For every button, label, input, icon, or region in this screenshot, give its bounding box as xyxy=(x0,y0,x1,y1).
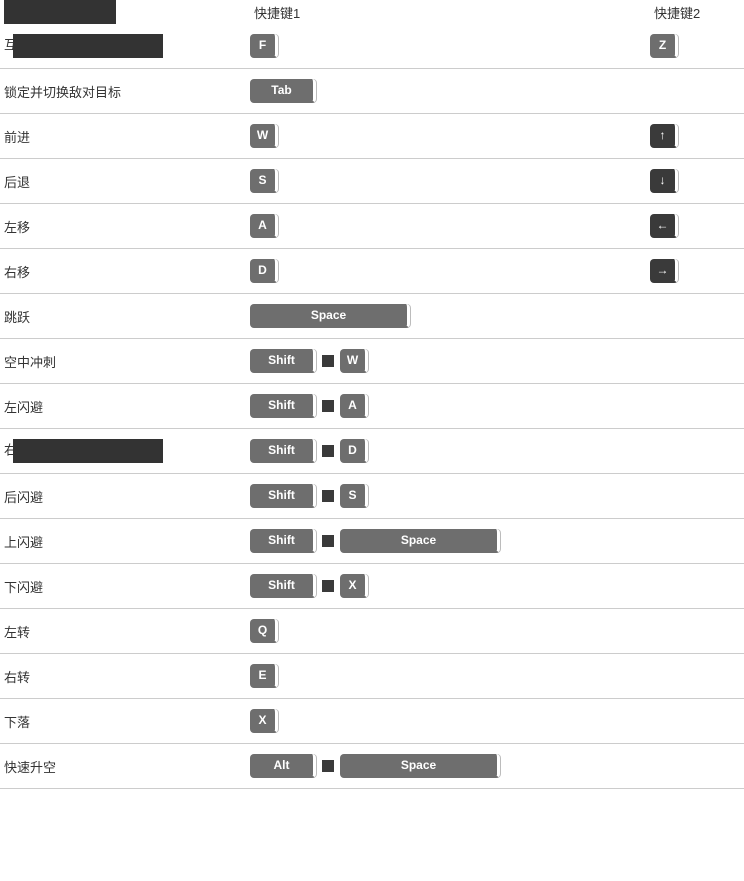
keybindings-table: 动作 快捷键1 快捷键2 互FZ锁定并切换敌对目标Tab前进W↑后退S↓左移A←… xyxy=(0,0,744,789)
keycap[interactable]: ↓ xyxy=(650,169,678,193)
keycap[interactable]: W xyxy=(250,124,278,148)
keybinding-row: 互F Z xyxy=(0,24,744,69)
key-combo-plus xyxy=(322,760,334,772)
action-label: 后闪避 xyxy=(4,487,250,506)
action-label: 快速升空 xyxy=(4,757,250,776)
keyset1-cell[interactable]: F xyxy=(250,34,650,58)
keycap[interactable]: W xyxy=(340,349,368,373)
action-label: 上闪避 xyxy=(4,532,250,551)
keyset2-cell[interactable]: → xyxy=(650,259,740,283)
keycap[interactable]: X xyxy=(340,574,368,598)
key-combo-plus xyxy=(322,355,334,367)
keybinding-row: 右移D → xyxy=(0,249,744,294)
keycap[interactable]: E xyxy=(250,664,278,688)
keybinding-row: 左移A ← xyxy=(0,204,744,249)
keyset1-cell[interactable]: Shift S xyxy=(250,484,650,508)
keycap[interactable]: Space xyxy=(250,304,410,328)
keycap[interactable]: A xyxy=(250,214,278,238)
keyset1-cell[interactable]: A xyxy=(250,214,650,238)
keycap[interactable]: D xyxy=(250,259,278,283)
action-label: 左闪避 xyxy=(4,397,250,416)
keybinding-row: 空中冲刺Shift W xyxy=(0,339,744,384)
keybinding-row: 左闪避Shift A xyxy=(0,384,744,429)
keycap[interactable]: Alt xyxy=(250,754,316,778)
action-label: 空中冲刺 xyxy=(4,352,250,371)
keybinding-row: 右Shift D xyxy=(0,429,744,474)
header-action: 动作 xyxy=(4,0,250,24)
key-combo-plus xyxy=(322,400,334,412)
keyset1-cell[interactable]: W xyxy=(250,124,650,148)
keybinding-row: 前进W ↑ xyxy=(0,114,744,159)
keycap[interactable]: Space xyxy=(340,529,500,553)
keycap[interactable]: Shift xyxy=(250,574,316,598)
header-keyset1: 快捷键1 xyxy=(250,3,650,22)
keybinding-row: 右转E xyxy=(0,654,744,699)
keyset1-cell[interactable]: Alt Space xyxy=(250,754,650,778)
keycap[interactable]: D xyxy=(340,439,368,463)
action-label: 左移 xyxy=(4,217,250,236)
keyset1-cell[interactable]: Q xyxy=(250,619,650,643)
keyset1-cell[interactable]: D xyxy=(250,259,650,283)
keycap[interactable]: Z xyxy=(650,34,678,58)
keybinding-row: 快速升空Alt Space xyxy=(0,744,744,789)
keybinding-row: 上闪避Shift Space xyxy=(0,519,744,564)
header-keyset2: 快捷键2 xyxy=(650,3,740,22)
keycap[interactable]: Shift xyxy=(250,529,316,553)
keyset1-cell[interactable]: Shift X xyxy=(250,574,650,598)
keyset1-cell[interactable]: E xyxy=(250,664,650,688)
keyset1-cell[interactable]: Shift W xyxy=(250,349,650,373)
action-label: 互 xyxy=(4,34,250,58)
keycap[interactable]: Shift xyxy=(250,484,316,508)
keycap[interactable]: F xyxy=(250,34,278,58)
keycap[interactable]: Q xyxy=(250,619,278,643)
keyset1-cell[interactable]: Shift D xyxy=(250,439,650,463)
keybinding-row: 下落X xyxy=(0,699,744,744)
keycap[interactable]: Shift xyxy=(250,394,316,418)
keyset2-cell[interactable]: ↑ xyxy=(650,124,740,148)
key-combo-plus xyxy=(322,445,334,457)
keyset1-cell[interactable]: Shift A xyxy=(250,394,650,418)
action-label: 下闪避 xyxy=(4,577,250,596)
keybinding-row: 左转Q xyxy=(0,609,744,654)
key-combo-plus xyxy=(322,490,334,502)
keybinding-row: 后闪避Shift S xyxy=(0,474,744,519)
action-label: 跳跃 xyxy=(4,307,250,326)
keyset1-cell[interactable]: X xyxy=(250,709,650,733)
action-label: 下落 xyxy=(4,712,250,731)
keyset1-cell[interactable]: Tab xyxy=(250,79,650,103)
keycap[interactable]: S xyxy=(340,484,368,508)
keycap[interactable]: X xyxy=(250,709,278,733)
keybinding-row: 后退S ↓ xyxy=(0,159,744,204)
keybindings-header-row: 动作 快捷键1 快捷键2 xyxy=(0,0,744,24)
keycap[interactable]: → xyxy=(650,259,678,283)
keybinding-row: 跳跃Space xyxy=(0,294,744,339)
keybinding-row: 下闪避Shift X xyxy=(0,564,744,609)
keycap[interactable]: A xyxy=(340,394,368,418)
keycap[interactable]: Shift xyxy=(250,439,316,463)
keycap[interactable]: ↑ xyxy=(650,124,678,148)
keyset2-cell[interactable]: Z xyxy=(650,34,740,58)
keyset1-cell[interactable]: Shift Space xyxy=(250,529,650,553)
action-label: 前进 xyxy=(4,127,250,146)
keybinding-row: 锁定并切换敌对目标Tab xyxy=(0,69,744,114)
action-label: 左转 xyxy=(4,622,250,641)
action-label: 右 xyxy=(4,439,250,463)
keyset2-cell[interactable]: ↓ xyxy=(650,169,740,193)
keyset2-cell[interactable]: ← xyxy=(650,214,740,238)
keycap[interactable]: S xyxy=(250,169,278,193)
key-combo-plus xyxy=(322,535,334,547)
action-label: 右移 xyxy=(4,262,250,281)
keycap[interactable]: Tab xyxy=(250,79,316,103)
keyset1-cell[interactable]: S xyxy=(250,169,650,193)
key-combo-plus xyxy=(322,580,334,592)
keycap[interactable]: ← xyxy=(650,214,678,238)
keycap[interactable]: Shift xyxy=(250,349,316,373)
keycap[interactable]: Space xyxy=(340,754,500,778)
action-label: 锁定并切换敌对目标 xyxy=(4,82,250,101)
action-label: 右转 xyxy=(4,667,250,686)
action-label: 后退 xyxy=(4,172,250,191)
keyset1-cell[interactable]: Space xyxy=(250,304,650,328)
